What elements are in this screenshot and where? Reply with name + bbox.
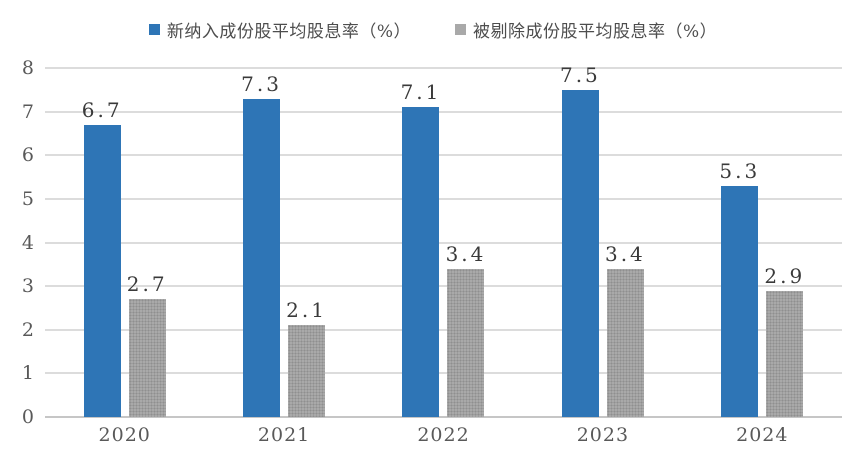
y-tick-label: 3 xyxy=(21,275,34,298)
y-axis-labels: 0 1 2 3 4 5 6 7 8 xyxy=(0,58,34,427)
legend-item-new-constituents: 新纳入成份股平均股息率（%） xyxy=(148,17,411,42)
legend-swatch-gray-icon xyxy=(455,24,466,35)
gridline xyxy=(45,285,842,288)
bar-value-label: 7.1 xyxy=(400,80,442,105)
bar-value-label: 2.7 xyxy=(126,272,168,297)
legend-label-new-constituents: 新纳入成份股平均股息率（%） xyxy=(166,22,411,42)
bar-series1-2023: 3.4 xyxy=(605,242,644,417)
bar-series0-2022: 7.1 xyxy=(401,80,440,417)
bar-value-label: 7.5 xyxy=(559,62,601,87)
gridline xyxy=(45,154,842,157)
gridline xyxy=(45,197,842,200)
bar-series0-2021: 7.3 xyxy=(241,72,281,417)
bar-group-2022: 7.1 3.4 xyxy=(364,68,523,417)
y-tick-label: 2 xyxy=(21,318,34,341)
legend-swatch-blue-icon xyxy=(148,24,160,35)
bar-series1-2024: 2.9 xyxy=(764,264,804,417)
bar-value-label: 6.7 xyxy=(81,97,123,122)
bar-group-2023: 7.5 3.4 xyxy=(523,63,682,417)
bar-group-2020: 6.7 2.7 xyxy=(45,68,204,417)
legend: 新纳入成份股平均股息率（%） 被剔除成份股平均股息率（%） xyxy=(0,17,866,42)
bar-group-2024: 5.3 2.9 xyxy=(683,68,842,417)
y-tick-label: 8 xyxy=(21,57,34,79)
bar-value-label: 5.3 xyxy=(719,158,761,183)
bar-series0-2024: 5.3 xyxy=(719,159,759,417)
x-tick-label-2023: 2023 xyxy=(576,424,630,446)
x-tick-label-2024: 2024 xyxy=(736,424,789,446)
x-axis-line xyxy=(45,416,842,418)
bar-value-label: 7.3 xyxy=(241,71,282,96)
y-tick-label: 5 xyxy=(21,187,34,210)
bar-series1-2022: 3.4 xyxy=(446,242,485,417)
bar-series0-2023: 7.5 xyxy=(560,63,599,417)
gridline xyxy=(45,372,842,375)
bar-value-label: 2.9 xyxy=(764,263,806,288)
legend-item-removed-constituents: 被剔除成份股平均股息率（%） xyxy=(455,17,717,42)
gridline xyxy=(45,241,842,244)
x-tick-label-2022: 2022 xyxy=(417,424,470,446)
plot-area: 6.7 2.7 7.3 2.1 7.1 3.4 7.5 3.4 5.3 2.9 xyxy=(45,63,842,418)
bar-value-label: 2.1 xyxy=(286,298,327,323)
y-tick-label: 4 xyxy=(21,231,34,254)
bar-series1-2021: 2.1 xyxy=(286,298,326,417)
x-tick-label-2020: 2020 xyxy=(98,424,151,446)
y-tick-label: 0 xyxy=(21,406,34,428)
gridline xyxy=(45,110,842,113)
bar-group-2021: 7.3 2.1 xyxy=(204,68,363,417)
y-tick-label: 7 xyxy=(21,100,34,123)
gridline xyxy=(45,67,842,69)
legend-label-removed-constituents: 被剔除成份股平均股息率（%） xyxy=(473,22,718,42)
x-tick-label-2021: 2021 xyxy=(257,424,311,446)
bar-value-label: 3.4 xyxy=(604,241,646,266)
x-axis-labels: 2020 2021 2022 2023 2024 xyxy=(45,424,842,450)
gridline xyxy=(45,328,842,331)
y-tick-label: 6 xyxy=(21,144,34,167)
bar-series0-2020: 6.7 xyxy=(82,98,121,417)
y-tick-label: 1 xyxy=(21,362,34,385)
bar-value-label: 3.4 xyxy=(445,241,487,266)
bar-series1-2020: 2.7 xyxy=(127,272,166,417)
